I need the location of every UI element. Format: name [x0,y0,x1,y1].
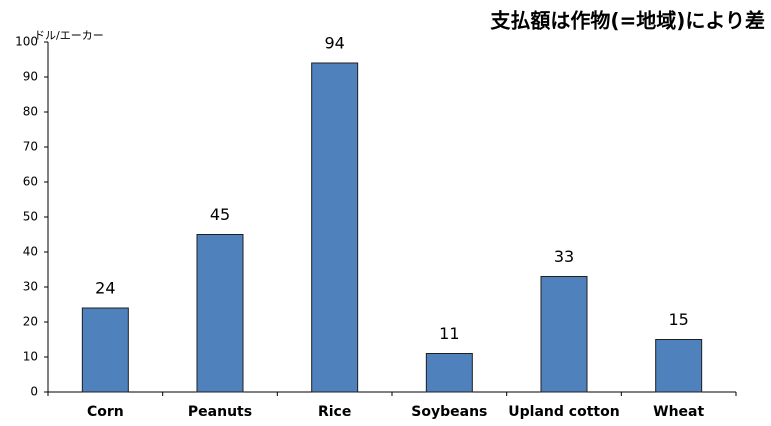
y-tick-label: 30 [23,280,38,294]
y-tick-label: 40 [23,245,38,259]
y-tick-label: 90 [23,70,38,84]
y-tick-label: 70 [23,140,38,154]
bar [655,339,703,393]
data-label: 11 [439,324,459,343]
bar [196,234,244,393]
x-tick-label: Peanuts [188,404,252,420]
y-tick-label: 0 [30,385,38,399]
y-tick-label: 20 [23,315,38,329]
x-tick-label: Soybeans [411,404,487,420]
y-tick-label: 100 [15,35,38,49]
data-label: 33 [554,247,574,266]
bar [81,307,129,393]
y-tick-label: 80 [23,105,38,119]
bar [311,62,359,393]
bar [540,276,588,393]
data-label: 94 [324,34,344,53]
bar [425,353,473,393]
y-tick-label: 60 [23,175,38,189]
y-axis-label: ドル/エーカー [34,29,104,42]
x-tick-label: Corn [87,404,124,420]
chart-title: 支払額は作物(=地域)により差 [490,9,765,33]
x-tick-label: Upland cotton [508,404,619,420]
data-label: 45 [210,205,230,224]
y-tick-label: 10 [23,350,38,364]
data-label: 15 [668,310,688,329]
x-tick-label: Wheat [653,404,704,420]
data-label: 24 [95,279,115,298]
y-tick-label: 50 [23,210,38,224]
x-tick-label: Rice [318,404,351,420]
